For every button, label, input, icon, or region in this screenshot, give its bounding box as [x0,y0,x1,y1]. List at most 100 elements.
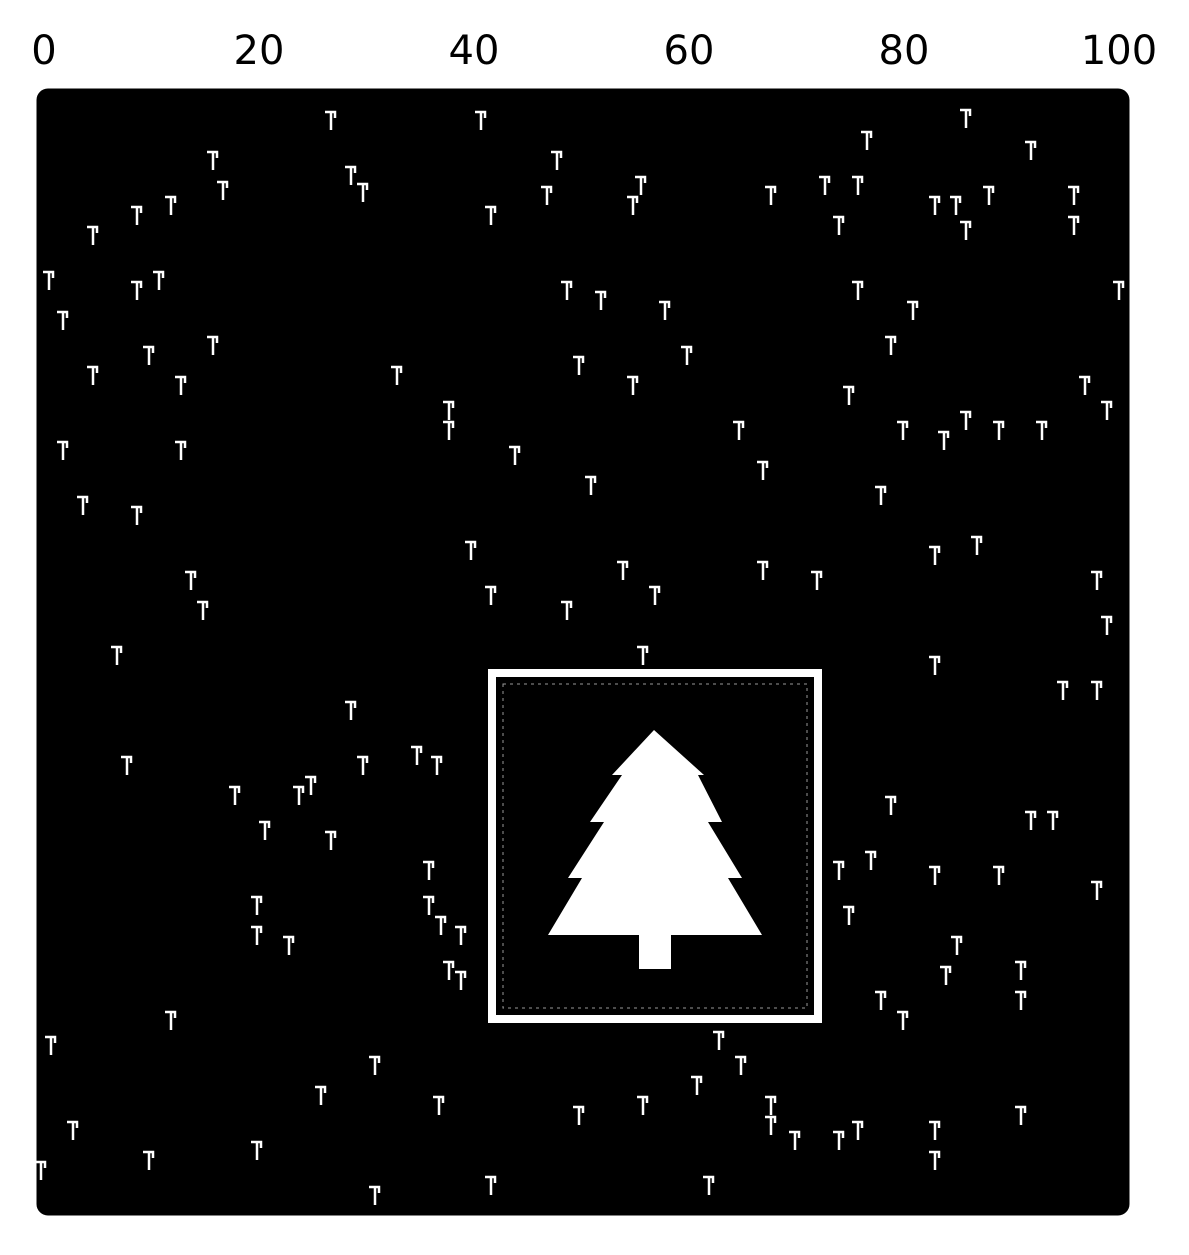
flag-glyph [345,165,357,185]
flag-glyph [87,225,99,245]
flag-glyph [929,545,941,565]
flag-glyph [637,1095,649,1115]
dark-field [36,88,1130,1216]
flag-glyph [819,175,831,195]
flag-glyph [789,1130,801,1150]
flag-glyph [423,860,435,880]
flag-glyph [345,700,357,720]
flag-glyph [1025,140,1037,160]
flag-glyph [865,850,877,870]
flag-glyph [875,990,887,1010]
flag-glyph [833,860,845,880]
x-axis-ticks: 0 20 40 60 80 100 [31,28,1157,74]
flag-glyph [259,820,271,840]
flag-glyph [57,440,69,460]
flag-glyph [1015,990,1027,1010]
flag-glyph [391,365,403,385]
flag-glyph [1091,880,1103,900]
flag-glyph [1068,185,1080,205]
flag-glyph [485,205,497,225]
flag-glyph [443,400,455,420]
flag-glyph [833,1130,845,1150]
flag-glyph [993,420,1005,440]
flag-glyph [475,110,487,130]
flag-glyph [111,645,123,665]
flag-glyph [938,430,950,450]
flag-glyph [455,925,467,945]
flag-glyph [907,300,919,320]
tick-label-20: 20 [234,28,285,74]
flag-glyph [251,925,263,945]
flag-glyph [283,935,295,955]
flag-glyph [293,785,305,805]
flag-glyph [1091,570,1103,590]
center-frame-inner [502,683,808,1009]
tree-crown [548,730,762,935]
flag-glyph [765,1095,777,1115]
flag-glyph [87,365,99,385]
flag-glyph [852,1120,864,1140]
flag-glyph [1036,420,1048,440]
flag-glyph [561,600,573,620]
flag-glyph [929,1150,941,1170]
flag-glyph [960,108,972,128]
flag-glyph [757,560,769,580]
flag-glyph [1047,810,1059,830]
flag-glyph [443,960,455,980]
flag-glyph [251,1140,263,1160]
flag-glyph [1015,960,1027,980]
flag-glyph [573,355,585,375]
flag-glyph [681,345,693,365]
flag-glyph [217,180,229,200]
flag-glyph [121,755,133,775]
flag-glyph [433,1095,445,1115]
flag-glyph [627,195,639,215]
flag-glyph [595,290,607,310]
flag-glyph [1101,400,1113,420]
flag-glyph [325,830,337,850]
flag-glyph [185,570,197,590]
tick-label-60: 60 [664,28,715,74]
flag-glyph [67,1120,79,1140]
flag-glyph [833,215,845,235]
flag-glyph [765,1115,777,1135]
flag-glyph [175,375,187,395]
flag-glyph [131,280,143,300]
flag-glyph [551,150,563,170]
flag-glyph [735,1055,747,1075]
flag-glyph [165,195,177,215]
flag-glyph [885,795,897,815]
flag-glyph [929,1120,941,1140]
flag-glyph [357,755,369,775]
flag-glyph [1091,680,1103,700]
flag-glyph [637,645,649,665]
flag-glyph [929,655,941,675]
flag-glyph [929,195,941,215]
flag-glyph [509,445,521,465]
flag-glyph [1068,215,1080,235]
flag-glyph [757,460,769,480]
flag-glyph [175,440,187,460]
flag-glyph [1079,375,1091,395]
flag-glyph [197,600,209,620]
flag-glyph [77,495,89,515]
flag-glyph [713,1030,725,1050]
flag-glyph [960,410,972,430]
tick-label-100: 100 [1081,28,1157,74]
center-panel [488,669,822,1023]
flag-glyph [861,130,873,150]
flag-glyph [843,385,855,405]
flag-glyph [143,1150,155,1170]
flag-glyph [929,865,941,885]
flag-glyph [1101,615,1113,635]
flag-glyph [993,865,1005,885]
flag-glyph [423,895,435,915]
flag-glyph [733,420,745,440]
scatter-glyphs [35,108,1125,1205]
flag-glyph [465,540,477,560]
tick-label-80: 80 [879,28,930,74]
flag-glyph [950,195,962,215]
flag-glyph [627,375,639,395]
flag-glyph [455,970,467,990]
